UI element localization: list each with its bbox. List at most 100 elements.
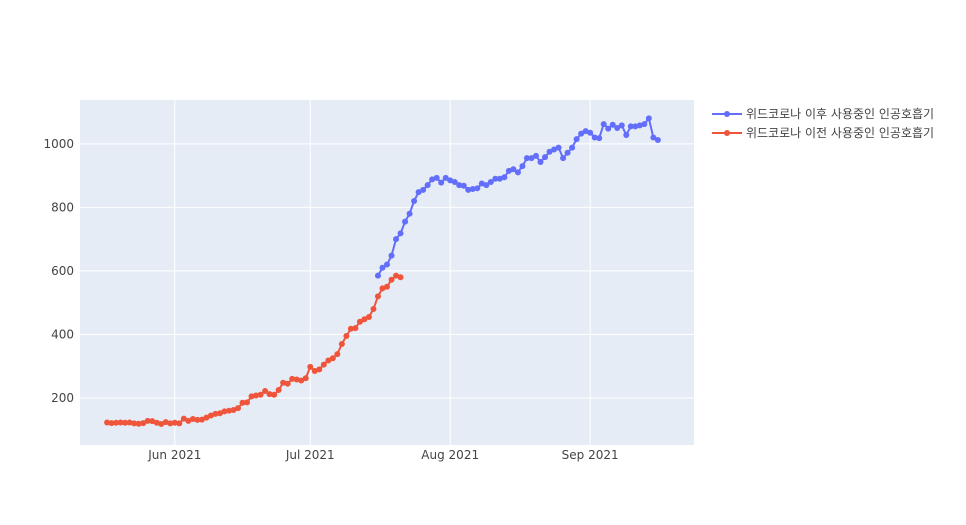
data-point: [144, 417, 151, 424]
data-point: [393, 236, 400, 243]
data-point: [415, 189, 422, 196]
data-point: [587, 129, 594, 136]
data-point: [365, 313, 372, 320]
data-point: [460, 182, 467, 189]
data-point: [442, 174, 449, 181]
data-point: [135, 420, 142, 427]
x-tick-label: Jul 2021: [285, 448, 335, 462]
x-tick-label: Jun 2021: [147, 448, 201, 462]
data-point: [325, 357, 332, 364]
data-point: [140, 420, 147, 427]
data-point: [523, 155, 530, 162]
data-point: [465, 186, 472, 193]
y-tick-label: 600: [51, 264, 74, 278]
data-point: [605, 125, 612, 132]
data-point: [338, 340, 345, 347]
data-point: [420, 186, 427, 193]
data-point: [388, 252, 395, 259]
data-point: [311, 367, 318, 374]
data-point: [560, 155, 567, 162]
data-point: [636, 122, 643, 129]
data-point: [528, 155, 535, 162]
data-point: [302, 375, 309, 382]
data-point: [126, 419, 133, 426]
legend-label: 위드코로나 이후 사용중인 인공호흡기: [746, 107, 934, 121]
data-point: [347, 325, 354, 332]
data-point: [632, 123, 639, 130]
data-point: [379, 264, 386, 271]
data-point: [582, 128, 589, 135]
data-point: [384, 261, 390, 268]
data-point: [374, 272, 381, 279]
data-point: [542, 154, 549, 161]
data-point: [546, 148, 553, 155]
data-point: [158, 421, 165, 428]
data-point: [402, 218, 409, 225]
data-point: [591, 134, 598, 141]
data-point: [198, 416, 205, 423]
data-point: [623, 131, 630, 138]
data-point: [537, 158, 544, 165]
data-point: [564, 149, 571, 156]
data-point: [474, 185, 481, 192]
plot-area: [80, 100, 694, 445]
data-point: [501, 174, 508, 181]
data-point: [496, 175, 503, 182]
data-point: [352, 325, 359, 332]
data-point: [334, 351, 341, 358]
data-point: [388, 276, 395, 283]
data-point: [149, 418, 156, 425]
legend-item[interactable]: 위드코로나 이후 사용중인 인공호흡기: [712, 107, 934, 121]
data-point: [320, 361, 327, 368]
data-point: [131, 420, 138, 427]
data-point: [397, 274, 404, 281]
data-point: [239, 399, 246, 406]
data-point: [253, 392, 260, 399]
data-point: [374, 293, 381, 300]
y-tick-label: 800: [51, 200, 74, 214]
data-point: [244, 399, 251, 406]
legend-marker: [724, 130, 730, 136]
x-tick-label: Sep 2021: [562, 448, 619, 462]
data-point: [478, 180, 485, 187]
data-point: [108, 420, 115, 427]
data-point: [262, 387, 269, 394]
data-point: [393, 272, 400, 279]
data-point: [356, 318, 363, 325]
data-point: [271, 391, 278, 398]
data-point: [618, 122, 625, 129]
data-point: [627, 123, 634, 130]
data-point: [578, 130, 585, 137]
data-point: [447, 177, 454, 184]
data-point: [289, 375, 296, 382]
data-point: [343, 333, 350, 340]
data-point: [284, 380, 291, 387]
y-tick-label: 1000: [43, 137, 74, 151]
data-point: [275, 387, 282, 394]
data-point: [492, 175, 499, 182]
data-point: [203, 414, 210, 421]
data-point: [162, 419, 169, 426]
x-axis: Jun 2021 Jul 2021 Aug 2021 Sep 2021: [147, 448, 618, 462]
data-point: [510, 166, 517, 173]
data-point: [397, 230, 404, 237]
data-point: [650, 134, 657, 141]
data-point: [185, 417, 192, 424]
data-point: [221, 408, 228, 415]
data-point: [406, 210, 413, 217]
series-layer: [104, 115, 661, 428]
data-point: [429, 176, 436, 183]
data-point: [316, 366, 323, 373]
data-point: [469, 185, 476, 192]
data-point: [379, 285, 386, 292]
data-point: [519, 163, 526, 170]
data-point: [266, 391, 273, 398]
y-tick-label: 200: [51, 391, 74, 405]
data-point: [171, 419, 178, 426]
data-point: [298, 377, 305, 384]
x-tick-label: Aug 2021: [421, 448, 479, 462]
legend-item[interactable]: 위드코로나 이전 사용중인 인공호흡기: [712, 126, 934, 140]
data-point: [104, 419, 111, 426]
